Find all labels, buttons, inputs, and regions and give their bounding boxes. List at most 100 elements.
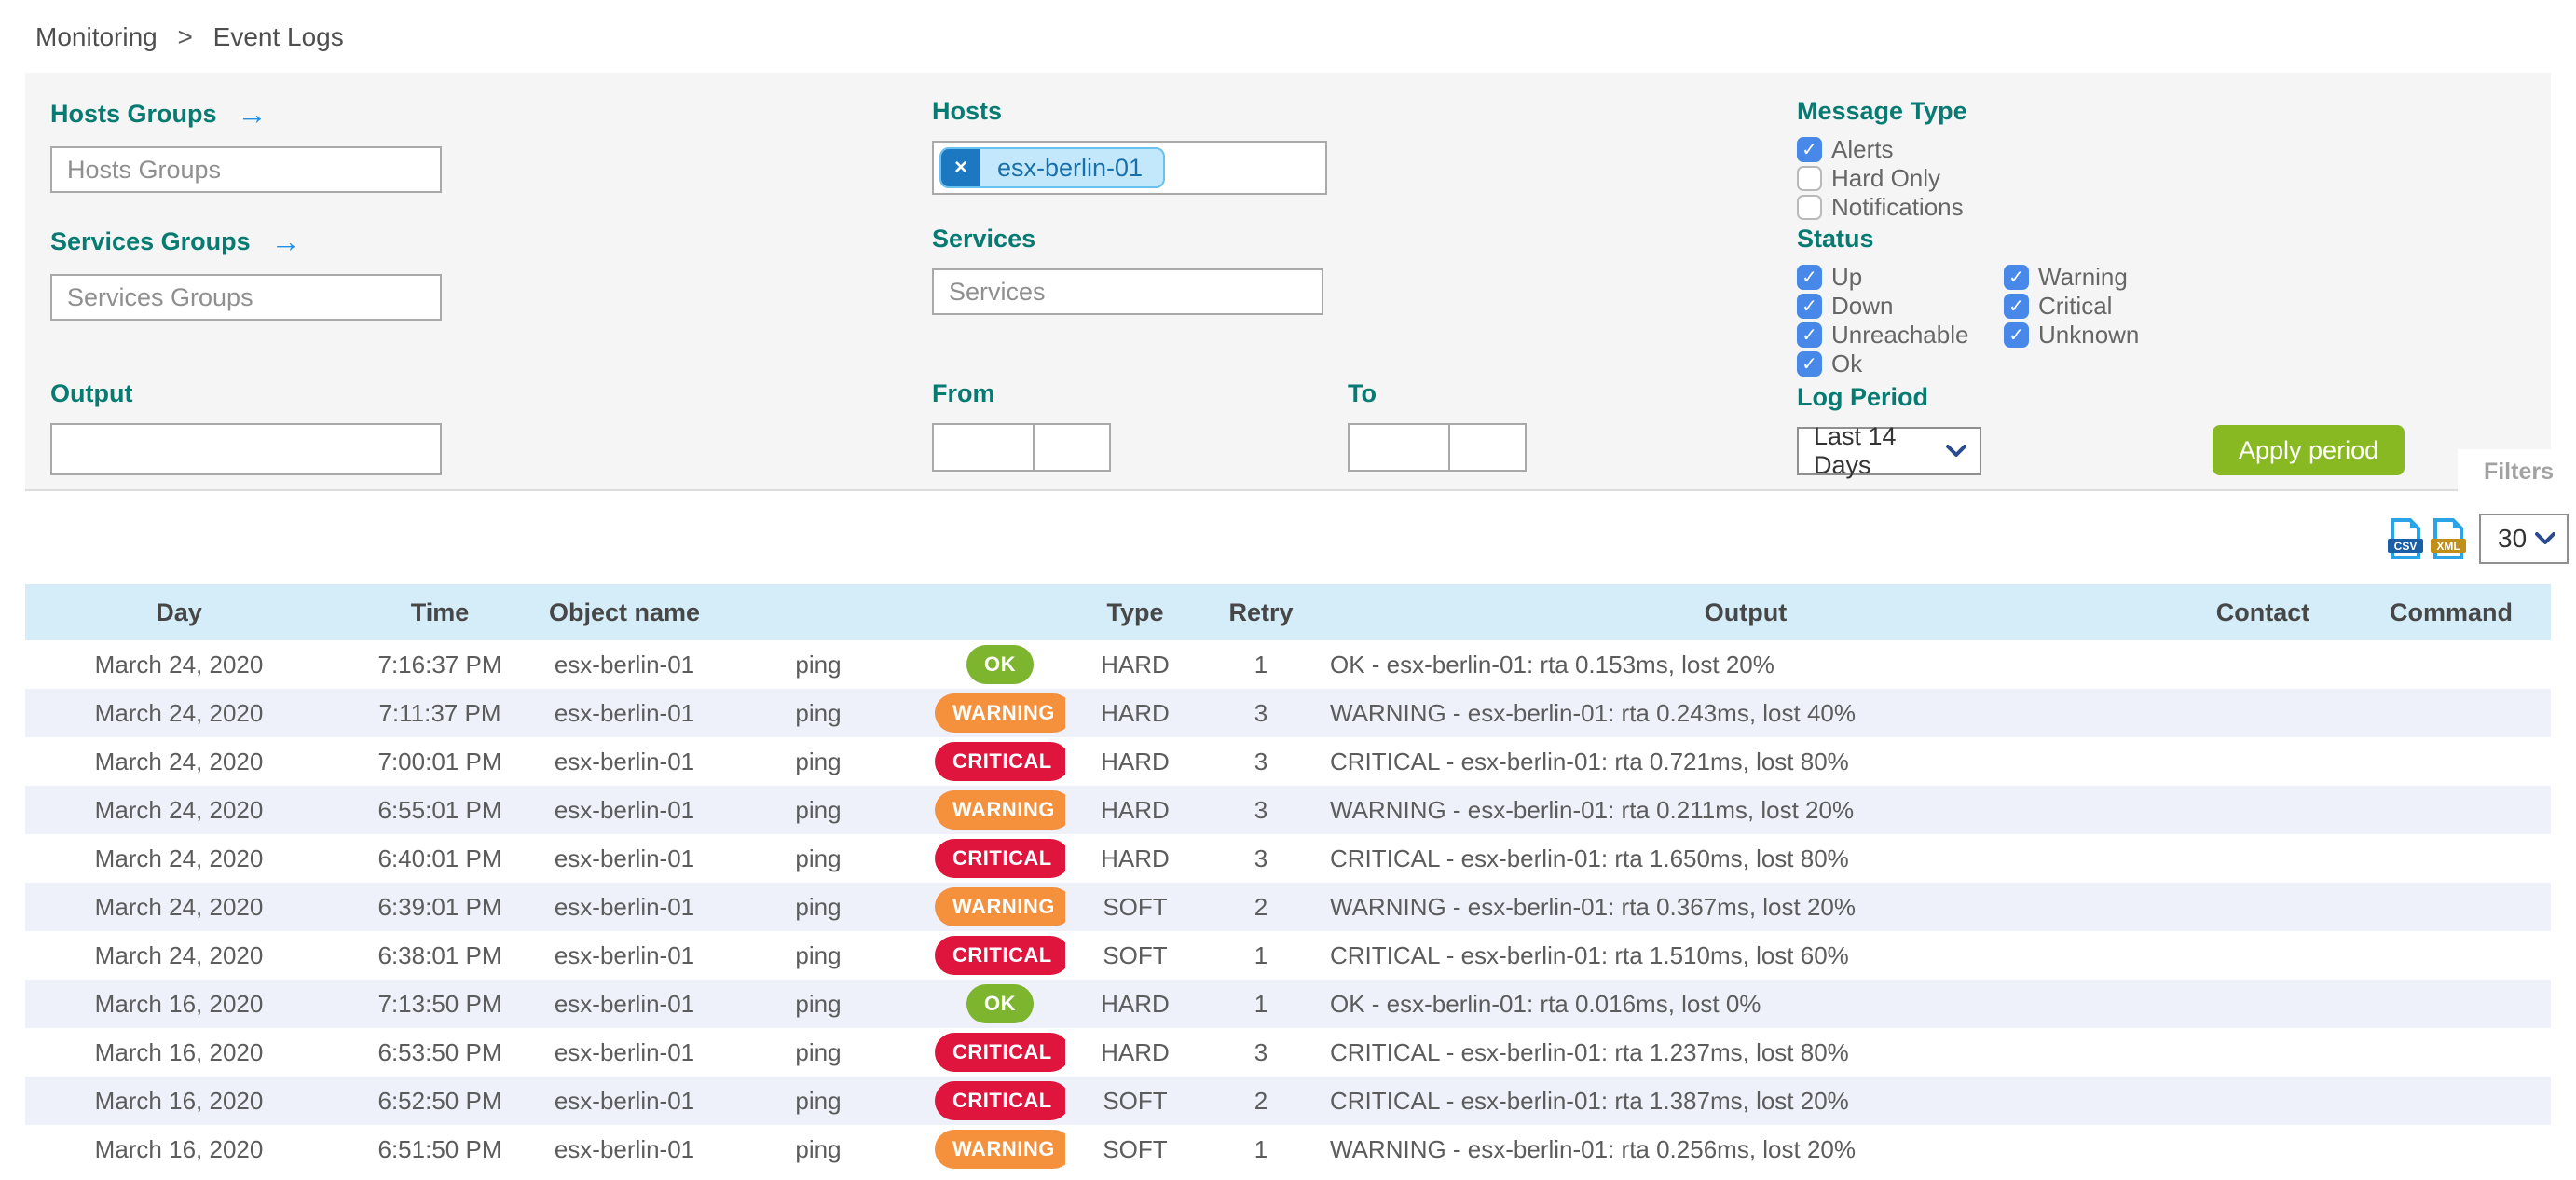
checkbox-label: Unreachable bbox=[1831, 321, 1969, 349]
checkbox-notifications[interactable]: ✓ Notifications bbox=[1797, 193, 2551, 222]
checkbox-unreachable[interactable]: ✓ Unreachable bbox=[1797, 321, 2004, 350]
status-badge: CRITICAL bbox=[935, 1081, 1065, 1120]
cell-object-name: esx-berlin-01 bbox=[554, 892, 695, 921]
from-time-input[interactable] bbox=[1035, 423, 1111, 472]
checkbox-up[interactable]: ✓ Up bbox=[1797, 263, 2004, 292]
cell-day: March 24, 2020 bbox=[94, 698, 264, 727]
from-filter: From bbox=[932, 379, 1111, 475]
cell-command bbox=[2351, 1077, 2551, 1125]
cell-retry: 1 bbox=[1254, 940, 1268, 969]
status-label: Status bbox=[1797, 225, 1874, 253]
checkbox-unchecked-icon[interactable]: ✓ bbox=[1797, 166, 1822, 191]
apply-period-button[interactable]: Apply period bbox=[2213, 425, 2405, 475]
column-header-day: Day bbox=[25, 584, 333, 640]
cell-status: CRITICAL bbox=[935, 1028, 1065, 1077]
chip-remove-icon[interactable]: × bbox=[941, 149, 980, 186]
breadcrumb-event-logs[interactable]: Event Logs bbox=[212, 22, 344, 51]
breadcrumb-monitoring[interactable]: Monitoring bbox=[35, 22, 158, 51]
cell-type: HARD bbox=[1101, 795, 1170, 824]
cell-day: March 24, 2020 bbox=[94, 844, 264, 872]
chevron-down-icon bbox=[2535, 532, 2555, 544]
period-range: From To bbox=[932, 379, 1797, 475]
hosts-groups-filter: Hosts Groups → bbox=[50, 97, 932, 225]
checkbox-alerts[interactable]: ✓ Alerts bbox=[1797, 135, 2551, 164]
output-input[interactable] bbox=[50, 423, 442, 475]
export-xml-icon[interactable]: XML bbox=[2431, 518, 2466, 559]
svg-text:XML: XML bbox=[2436, 540, 2460, 553]
checkbox-label: Down bbox=[1831, 292, 1894, 320]
cell-command bbox=[2351, 737, 2551, 786]
cell-status: WARNING bbox=[935, 883, 1065, 931]
export-csv-icon[interactable]: CSV bbox=[2388, 518, 2423, 559]
cell-command bbox=[2351, 1125, 2551, 1173]
checkbox-checked-icon[interactable]: ✓ bbox=[1797, 322, 1822, 348]
cell-object-name: esx-berlin-01 bbox=[554, 1134, 695, 1163]
hosts-groups-input[interactable] bbox=[50, 146, 442, 193]
cell-object-name: esx-berlin-01 bbox=[554, 795, 695, 824]
cell-type: SOFT bbox=[1103, 1134, 1168, 1163]
checkbox-critical[interactable]: ✓ Critical bbox=[2004, 292, 2551, 321]
column-header-output: Output bbox=[1317, 584, 2174, 640]
checkbox-label: Hard Only bbox=[1831, 164, 1941, 192]
status-badge: OK bbox=[966, 645, 1034, 684]
hosts-groups-arrow-icon[interactable]: → bbox=[237, 97, 267, 130]
to-filter: To bbox=[1348, 379, 1527, 475]
checkbox-unknown[interactable]: ✓ Unknown bbox=[2004, 321, 2551, 350]
cell-time: 6:38:01 PM bbox=[377, 940, 502, 969]
cell-status: CRITICAL bbox=[935, 931, 1065, 980]
event-log-row: March 24, 2020 7:11:37 PM esx-berlin-01 pin… bbox=[25, 689, 2551, 737]
services-input[interactable] bbox=[932, 268, 1323, 315]
status-badge: WARNING bbox=[935, 887, 1065, 926]
checkbox-hard-only[interactable]: ✓ Hard Only bbox=[1797, 164, 2551, 193]
cell-object-name: esx-berlin-01 bbox=[554, 1037, 695, 1066]
checkbox-checked-icon[interactable]: ✓ bbox=[1797, 265, 1822, 290]
cell-type: HARD bbox=[1101, 1037, 1170, 1066]
cell-output: WARNING - esx-berlin-01: rta 0.256ms, lo… bbox=[1330, 1134, 1856, 1163]
cell-type: HARD bbox=[1101, 650, 1170, 679]
checkbox-checked-icon[interactable]: ✓ bbox=[2004, 265, 2029, 290]
services-groups-input[interactable] bbox=[50, 274, 442, 321]
cell-object-name: esx-berlin-01 bbox=[554, 698, 695, 727]
log-period-filter: Log Period Last 14 Days bbox=[1797, 383, 1981, 479]
checkbox-checked-icon[interactable]: ✓ bbox=[1797, 137, 1822, 162]
log-period-select[interactable]: Last 14 Days bbox=[1797, 422, 1981, 479]
checkbox-label: Critical bbox=[2038, 292, 2113, 320]
from-date-input[interactable] bbox=[932, 423, 1035, 472]
checkbox-label: Up bbox=[1831, 263, 1863, 291]
event-log-row: March 24, 2020 7:00:01 PM esx-berlin-01 pin… bbox=[25, 737, 2551, 786]
services-groups-label: Services Groups → bbox=[50, 225, 301, 258]
cell-time: 7:11:37 PM bbox=[378, 698, 501, 727]
cell-day: March 16, 2020 bbox=[94, 1134, 264, 1163]
cell-contact bbox=[2174, 737, 2351, 786]
checkbox-down[interactable]: ✓ Down bbox=[1797, 292, 2004, 321]
cell-day: March 24, 2020 bbox=[94, 747, 264, 775]
message-type-options: ✓ Alerts ✓ Hard Only ✓ Notifications bbox=[1797, 135, 2551, 222]
services-groups-arrow-icon[interactable]: → bbox=[270, 225, 301, 258]
status-badge: CRITICAL bbox=[935, 742, 1065, 781]
column-header-empty bbox=[935, 584, 1065, 640]
checkbox-unchecked-icon[interactable]: ✓ bbox=[1797, 195, 1822, 220]
cell-command bbox=[2351, 786, 2551, 834]
cell-retry: 3 bbox=[1254, 1037, 1268, 1066]
checkbox-checked-icon[interactable]: ✓ bbox=[2004, 294, 2029, 319]
page-size-select[interactable]: 30 bbox=[2479, 514, 2569, 564]
cell-contact bbox=[2174, 786, 2351, 834]
checkbox-warning[interactable]: ✓ Warning bbox=[2004, 263, 2551, 292]
cell-object-name: esx-berlin-01 bbox=[554, 1086, 695, 1115]
checkbox-checked-icon[interactable]: ✓ bbox=[2004, 322, 2029, 348]
hosts-filter: Hosts × esx-berlin-01 bbox=[932, 97, 1797, 225]
filters-tab[interactable]: Filters bbox=[2457, 449, 2576, 497]
checkbox-ok[interactable]: ✓ Ok bbox=[1797, 350, 2004, 378]
checkbox-label: Alerts bbox=[1831, 135, 1894, 163]
cell-command bbox=[2351, 883, 2551, 931]
cell-status: WARNING bbox=[935, 689, 1065, 737]
cell-service: ping bbox=[795, 747, 842, 775]
checkbox-checked-icon[interactable]: ✓ bbox=[1797, 351, 1822, 377]
to-time-input[interactable] bbox=[1450, 423, 1527, 472]
hosts-input[interactable]: × esx-berlin-01 bbox=[932, 141, 1327, 195]
to-date-input[interactable] bbox=[1348, 423, 1450, 472]
cell-day: March 24, 2020 bbox=[94, 650, 264, 679]
hosts-label: Hosts bbox=[932, 97, 1003, 125]
checkbox-label: Ok bbox=[1831, 350, 1863, 377]
checkbox-checked-icon[interactable]: ✓ bbox=[1797, 294, 1822, 319]
